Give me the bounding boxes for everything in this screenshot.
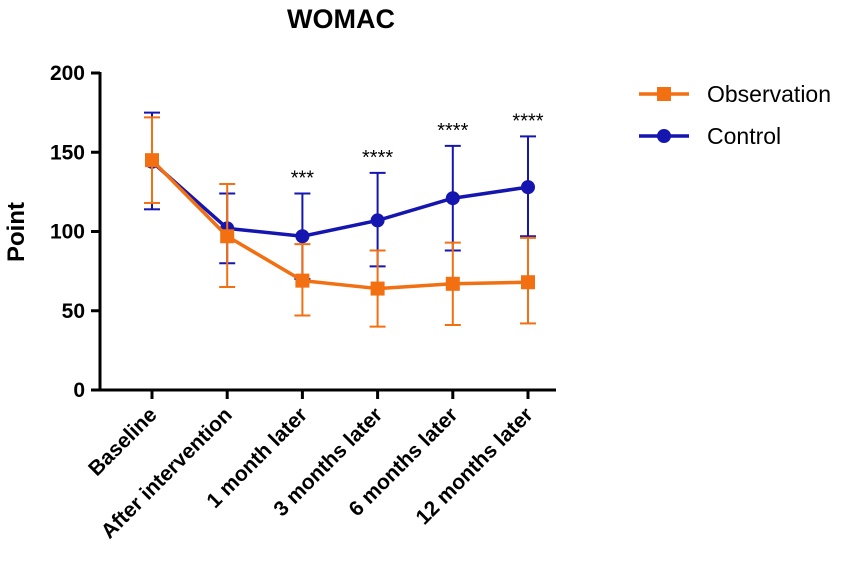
significance-6-months-later: **** — [437, 120, 468, 142]
point-observation-1-month-later — [295, 273, 310, 288]
point-observation-3-months-later — [370, 281, 385, 296]
x-tick-label-after-intervention: After intervention — [97, 403, 237, 543]
y-tick-label-100: 100 — [50, 221, 85, 244]
y-tick-label-50: 50 — [62, 300, 85, 323]
legend: Observation Control — [639, 81, 831, 149]
legend-label-observation: Observation — [707, 81, 831, 107]
legend-item-control: Control — [639, 123, 781, 149]
point-control-1-month-later — [295, 229, 310, 244]
x-tick-label-baseline: Baseline — [84, 403, 161, 480]
legend-marker-control — [657, 129, 671, 143]
y-tick-label-200: 200 — [50, 62, 85, 85]
point-control-6-months-later — [445, 191, 460, 206]
point-control-3-months-later — [370, 213, 385, 228]
chart-title: WOMAC — [287, 4, 395, 34]
significance-1-month-later: *** — [291, 167, 315, 189]
point-observation-after-intervention — [220, 229, 235, 244]
point-observation-6-months-later — [445, 276, 460, 291]
y-tick-label-150: 150 — [50, 141, 85, 164]
series-control — [144, 111, 536, 281]
legend-item-observation: Observation — [639, 81, 831, 107]
point-observation-12-months-later — [521, 275, 535, 290]
point-control-12-months-later — [521, 180, 535, 195]
series-line-observation — [150, 158, 529, 291]
series-line-control — [150, 160, 529, 239]
plot-area — [144, 111, 536, 328]
y-tick-label-0: 0 — [73, 379, 85, 402]
series-observation — [144, 116, 536, 328]
significance-12-months-later: **** — [512, 110, 543, 132]
legend-label-control: Control — [707, 123, 781, 149]
significance-annotations: *********** **** — [291, 110, 544, 189]
significance-3-months-later: **** — [362, 147, 393, 169]
y-axis-label: Point — [3, 202, 30, 262]
point-observation-baseline — [145, 153, 159, 168]
legend-marker-observation — [657, 87, 671, 101]
